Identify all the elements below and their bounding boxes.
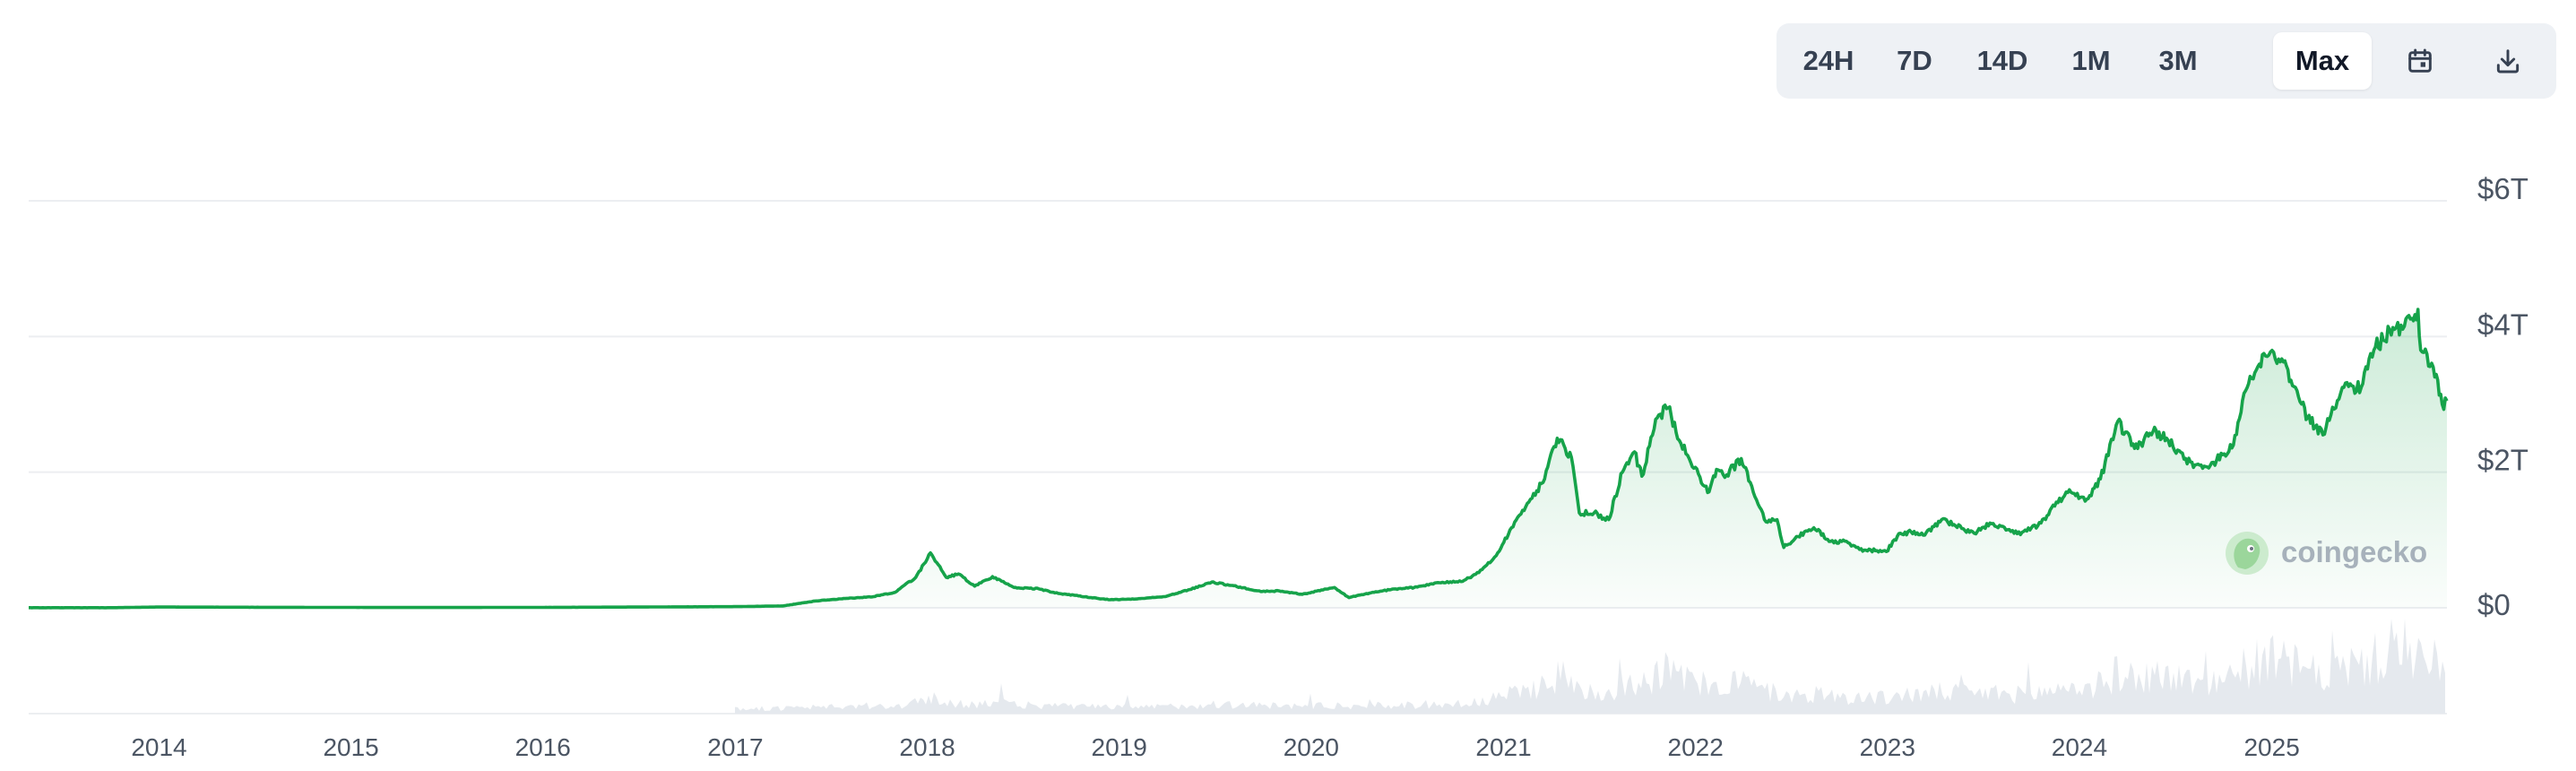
x-tick-label: 2018 (899, 733, 955, 761)
range-24h-button[interactable]: 24H (1802, 45, 1854, 76)
x-tick-label: 2020 (1284, 733, 1339, 761)
range-3m-button[interactable]: 3M (2158, 45, 2198, 76)
volume-area (735, 619, 2445, 714)
market-cap-line (28, 308, 2449, 610)
area-fill (29, 309, 2447, 608)
x-tick-label: 2016 (515, 733, 571, 761)
x-tick-label: 2024 (2052, 733, 2107, 761)
watermark-text: coingecko (2281, 535, 2427, 568)
y-axis-ticks: $0 $2T $4T $6T (2477, 172, 2528, 621)
download-icon[interactable] (2479, 32, 2537, 90)
calendar-icon[interactable] (2391, 32, 2449, 90)
x-tick-label: 2021 (1475, 733, 1531, 761)
range-14d-button[interactable]: 14D (1976, 45, 2028, 76)
y-tick-label: $6T (2477, 172, 2528, 205)
x-tick-label: 2019 (1092, 733, 1147, 761)
x-tick-label: 2014 (131, 733, 186, 761)
coingecko-watermark: coingecko (2226, 532, 2427, 575)
coingecko-gecko-icon (2226, 532, 2269, 575)
grid-lines (29, 200, 2447, 715)
volume-bars (735, 619, 2445, 714)
x-tick-label: 2022 (1668, 733, 1724, 761)
x-tick-label: 2025 (2243, 733, 2299, 761)
range-toolbar: 24H 7D 14D 1M 3M Max (1776, 23, 2556, 99)
range-7d-button[interactable]: 7D (1897, 45, 1932, 76)
line-series (28, 308, 2449, 610)
y-tick-label: $4T (2477, 308, 2528, 341)
x-tick-label: 2023 (1860, 733, 1915, 761)
x-axis-ticks: 2014 2015 2016 2017 2018 2019 2020 2021 2022 2023… (131, 733, 2299, 761)
x-tick-label: 2017 (707, 733, 763, 761)
y-tick-label: $0 (2477, 588, 2511, 621)
area-fill-path (29, 309, 2447, 608)
range-1m-button[interactable]: 1M (2071, 45, 2111, 76)
y-tick-label: $2T (2477, 444, 2528, 477)
x-tick-label: 2015 (323, 733, 378, 761)
range-max-button[interactable]: Max (2273, 32, 2372, 90)
